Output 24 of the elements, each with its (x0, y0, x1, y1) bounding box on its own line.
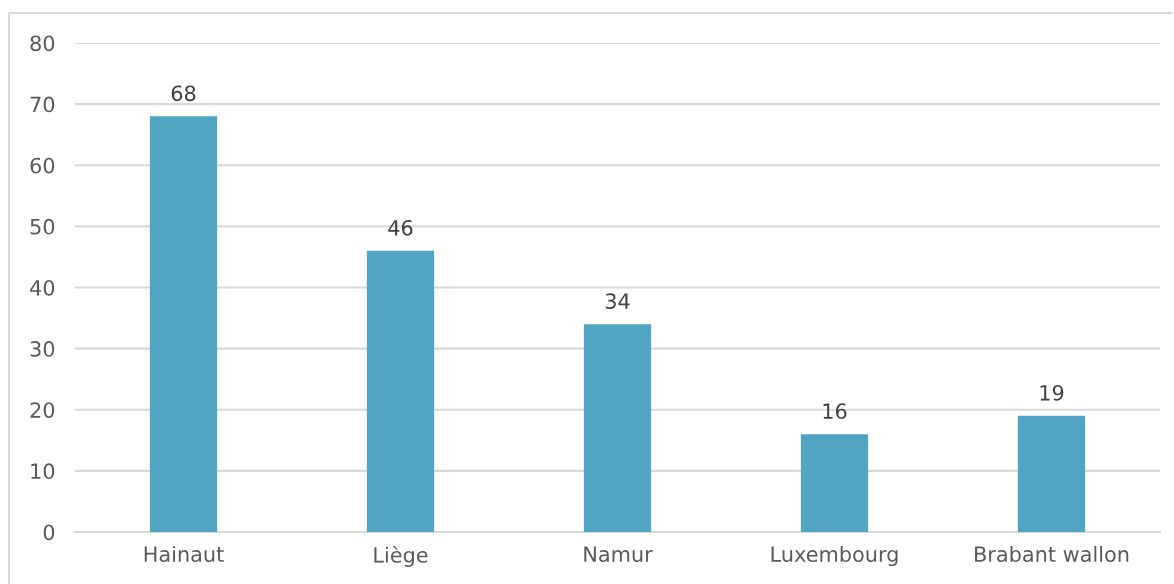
x-tick-label: Hainaut (144, 545, 224, 563)
data-label: 16 (823, 403, 847, 420)
data-label: 46 (388, 219, 413, 236)
bar (800, 434, 869, 532)
y-tick-label: 30 (30, 341, 55, 357)
x-tick-label: Liège (374, 545, 428, 567)
bar (149, 116, 218, 532)
data-label: 68 (171, 85, 196, 102)
x-tick-label: Namur (584, 546, 653, 563)
x-tick-label: Luxembourg (771, 545, 898, 567)
y-tick-label: 60 (30, 157, 55, 174)
bar (366, 250, 435, 532)
data-label: 34 (605, 293, 630, 310)
y-tick-label: 0 (43, 524, 55, 541)
bar (583, 324, 652, 532)
y-tick-label: 40 (30, 279, 55, 296)
y-tick-label: 70 (30, 96, 55, 113)
y-tick-label: 10 (31, 463, 55, 480)
y-tick-label: 20 (30, 402, 55, 418)
data-label: 19 (1040, 384, 1064, 401)
bar (1017, 415, 1086, 532)
x-tick-label: Brabant wallon (975, 545, 1129, 563)
y-tick-label: 50 (30, 218, 55, 235)
y-tick-label: 80 (30, 35, 55, 52)
